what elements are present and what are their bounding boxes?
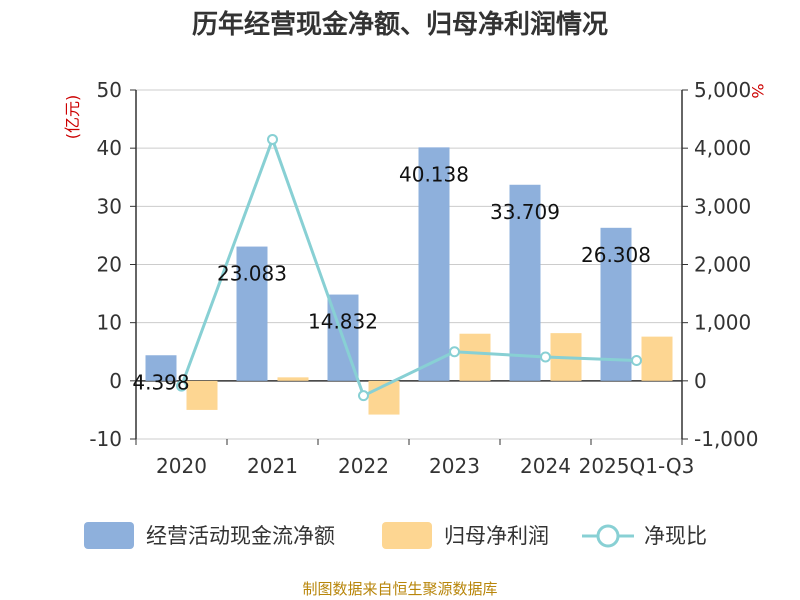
right-tick-label: 1,000 [694,311,751,335]
right-axis-unit: % [748,83,767,98]
right-tick-label: 5,000 [694,78,751,102]
right-tick-label: 3,000 [694,194,751,218]
x-tick-labels: 2020 2021 2022 2023 2024 2025Q1-Q3 [156,454,694,478]
legend-label-ratio: 净现比 [644,524,707,548]
net-profit-bar [186,380,218,410]
right-tick-label: -1,000 [694,427,758,451]
ratio-line-path [180,135,637,398]
ratio-point [267,133,278,145]
chart-title: 历年经营现金净额、归母净利润情况 [192,9,608,40]
left-axis-unit: (亿元) [63,95,82,140]
left-tick-label: 0 [109,369,122,393]
data-labels: 4.398 23.083 14.832 40.138 33.709 26.308 [132,162,651,394]
right-tick-label: 4,000 [694,136,751,160]
ratio-point [631,354,642,366]
x-tick-label: 2020 [156,454,207,478]
cash-flow-data-label: 40.138 [399,162,469,186]
net-profit-bar [459,333,491,381]
legend-swatch-net-profit [382,522,432,549]
gridlines [136,89,682,440]
ratio-point [449,346,460,358]
x-tick-label: 2024 [520,454,571,478]
legend-swatch-cash-flow [84,522,134,549]
left-tick-label: 30 [97,194,122,218]
y-tick-labels: 50 5,000 40 4,000 30 3,000 20 2,000 10 1,000 0 0 -10… [89,78,758,451]
x-tick-label: 2021 [247,454,298,478]
left-tick-label: -10 [89,427,122,451]
right-tick-label: 2,000 [694,253,751,277]
cash-flow-bar [418,147,450,381]
left-tick-label: 40 [97,136,122,160]
x-tick-label: 2022 [338,454,389,478]
ratio-point [358,390,369,402]
axes [130,89,688,445]
cash-flow-data-label: 23.083 [217,262,287,286]
bars [145,147,673,415]
left-tick-label: 20 [97,253,122,277]
cash-flow-data-label: 26.308 [581,243,651,267]
net-profit-bar [277,377,309,381]
cash-flow-data-label: 4.398 [132,370,189,394]
legend-label-net-profit: 归母净利润 [444,524,549,548]
legend[interactable]: 经营活动现金流净额 归母净利润 净现比 [84,522,707,549]
x-tick-label: 2023 [429,454,480,478]
right-tick-label: 0 [694,369,707,393]
ratio-point [176,380,187,392]
ratio-point [540,351,551,363]
legend-swatch-ratio-marker [596,524,620,548]
cash-flow-data-label: 14.832 [308,310,378,334]
cash-flow-bar [600,227,632,381]
ratio-line [176,133,642,402]
cash-flow-bar [145,355,177,381]
x-tick-label: 2025Q1-Q3 [579,454,695,478]
cash-flow-bar [236,246,268,381]
cash-flow-data-label: 33.709 [490,200,560,224]
legend-label-cash-flow: 经营活动现金流净额 [146,524,335,548]
cash-flow-bar [509,184,541,381]
left-tick-label: 10 [97,311,122,335]
net-profit-bar [641,336,673,381]
source-note: 制图数据来自恒生聚源数据库 [302,580,497,598]
left-tick-label: 50 [97,78,122,102]
